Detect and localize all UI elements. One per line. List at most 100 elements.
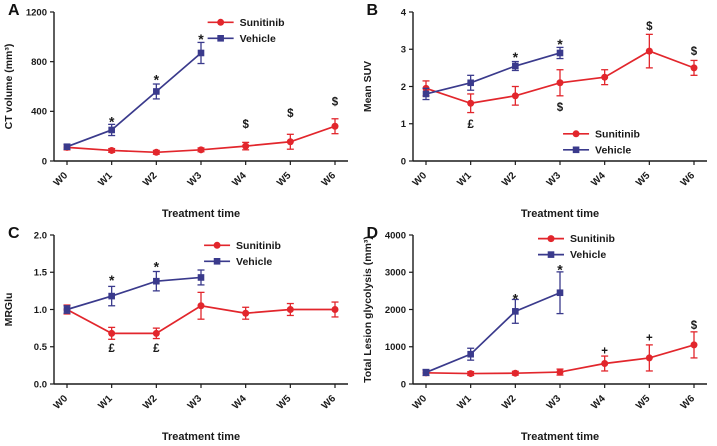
svg-text:W5: W5 <box>634 170 653 189</box>
series-vehicle <box>422 46 563 101</box>
svg-text:1.0: 1.0 <box>34 305 47 316</box>
series-sunitinib <box>63 291 339 340</box>
y-axis-title: Total Lesion glycolysis (mm³) <box>362 236 374 383</box>
panel-d: D 0 1000 2000 3000 4000 W0 W1 W2 W3 W4 W5 W6 Treatme… <box>359 223 717 446</box>
svg-text:1200: 1200 <box>26 7 47 18</box>
svg-text:*: * <box>512 291 518 307</box>
svg-text:W6: W6 <box>678 170 697 189</box>
svg-text:W0: W0 <box>410 170 429 189</box>
svg-text:3000: 3000 <box>384 268 405 279</box>
svg-text:$: $ <box>646 21 653 33</box>
svg-text:Sunitinib: Sunitinib <box>240 17 285 29</box>
svg-text:W0: W0 <box>52 170 71 189</box>
svg-text:2: 2 <box>400 82 405 93</box>
chart-total-lesion-glycolysis: 0 1000 2000 3000 4000 W0 W1 W2 W3 W4 W5 W6 Treatment… <box>362 230 707 443</box>
svg-text:W5: W5 <box>275 393 294 412</box>
svg-text:*: * <box>512 49 518 65</box>
significance-annotations: * * + + $ <box>512 262 697 358</box>
svg-text:W2: W2 <box>500 393 519 412</box>
svg-text:*: * <box>109 272 115 288</box>
svg-text:W4: W4 <box>230 170 249 189</box>
panel-b: B 0 1 2 3 4 W0 W1 W2 W3 W4 W5 W6 Treatment time Mean … <box>359 0 717 223</box>
panel-letter-b: B <box>366 2 379 19</box>
svg-text:W6: W6 <box>320 393 339 412</box>
svg-text:*: * <box>154 71 160 87</box>
svg-text:400: 400 <box>31 107 47 118</box>
svg-text:+: + <box>645 332 652 344</box>
svg-text:$: $ <box>242 119 249 131</box>
svg-text:*: * <box>557 36 563 52</box>
panel-a: A 0 400 800 1200 W0 W1 W2 W3 W4 W5 W6 Treatment tim… <box>0 0 358 223</box>
svg-text:*: * <box>198 31 204 47</box>
x-axis-title: Treatment time <box>520 208 598 220</box>
svg-text:W2: W2 <box>141 393 160 412</box>
svg-text:1000: 1000 <box>384 342 405 353</box>
svg-text:Vehicle: Vehicle <box>236 256 272 268</box>
svg-text:Vehicle: Vehicle <box>240 33 276 45</box>
svg-text:W3: W3 <box>186 393 205 412</box>
svg-text:£: £ <box>153 343 160 355</box>
svg-text:W2: W2 <box>500 170 519 189</box>
svg-text:W1: W1 <box>96 170 115 189</box>
series-vehicle <box>422 271 563 377</box>
svg-text:$: $ <box>287 108 294 120</box>
svg-text:0: 0 <box>400 156 405 167</box>
significance-annotations: * * * $ $ $ <box>109 31 339 131</box>
x-axis-title: Treatment time <box>520 431 598 443</box>
svg-text:2000: 2000 <box>384 305 405 316</box>
panel-letter-c: C <box>8 225 20 242</box>
svg-text:+: + <box>601 345 608 357</box>
significance-annotations: * * £ £ <box>108 259 160 356</box>
svg-text:Sunitinib: Sunitinib <box>595 128 640 140</box>
svg-text:W0: W0 <box>410 393 429 412</box>
svg-text:0.0: 0.0 <box>34 379 47 390</box>
svg-text:0: 0 <box>400 379 405 390</box>
svg-text:W3: W3 <box>544 393 563 412</box>
svg-text:*: * <box>557 262 563 278</box>
svg-text:Sunitinib: Sunitinib <box>236 240 281 252</box>
svg-text:$: $ <box>556 102 563 114</box>
svg-text:Vehicle: Vehicle <box>595 144 631 156</box>
svg-text:0.5: 0.5 <box>34 342 48 353</box>
x-axis-title: Treatment time <box>162 208 240 220</box>
svg-text:W6: W6 <box>320 170 339 189</box>
series-sunitinib <box>63 118 339 156</box>
svg-text:W1: W1 <box>96 393 115 412</box>
svg-text:4: 4 <box>400 7 406 18</box>
svg-text:1: 1 <box>400 119 406 130</box>
chart-mean-suv: 0 1 2 3 4 W0 W1 W2 W3 W4 W5 W6 Treatment time Mean SU… <box>362 7 707 220</box>
panel-letter-d: D <box>366 225 379 242</box>
svg-text:*: * <box>109 114 115 130</box>
series-sunitinib <box>422 331 697 378</box>
svg-text:0: 0 <box>42 156 47 167</box>
svg-text:W3: W3 <box>544 170 563 189</box>
svg-text:$: $ <box>332 96 339 108</box>
chart-ct-volume: 0 400 800 1200 W0 W1 W2 W3 W4 W5 W6 Treatment time C… <box>3 7 348 220</box>
svg-text:W1: W1 <box>455 393 474 412</box>
svg-text:W5: W5 <box>634 393 653 412</box>
svg-text:W5: W5 <box>275 170 294 189</box>
svg-text:£: £ <box>108 343 115 355</box>
series-sunitinib <box>422 33 697 114</box>
legend: Sunitinib Vehicle <box>562 128 640 156</box>
y-axis-title: MRGlu <box>3 293 15 327</box>
svg-text:W4: W4 <box>589 393 608 412</box>
y-axis-title: Mean SUV <box>362 61 374 112</box>
legend: Sunitinib Vehicle <box>207 17 285 45</box>
legend: Sunitinib Vehicle <box>537 233 614 261</box>
svg-text:W4: W4 <box>230 393 249 412</box>
svg-text:3: 3 <box>400 45 405 56</box>
significance-annotations: £ * * $ $ $ <box>467 21 697 131</box>
ticks <box>408 234 695 388</box>
svg-text:£: £ <box>467 119 474 131</box>
svg-text:800: 800 <box>31 57 47 68</box>
x-axis-title: Treatment time <box>162 431 240 443</box>
ticks <box>50 11 336 165</box>
legend: Sunitinib Vehicle <box>204 240 281 268</box>
panel-letter-a: A <box>8 2 20 19</box>
svg-text:1.5: 1.5 <box>34 268 48 279</box>
ticks <box>50 234 336 388</box>
svg-text:4000: 4000 <box>384 230 405 241</box>
series-vehicle <box>63 269 205 314</box>
